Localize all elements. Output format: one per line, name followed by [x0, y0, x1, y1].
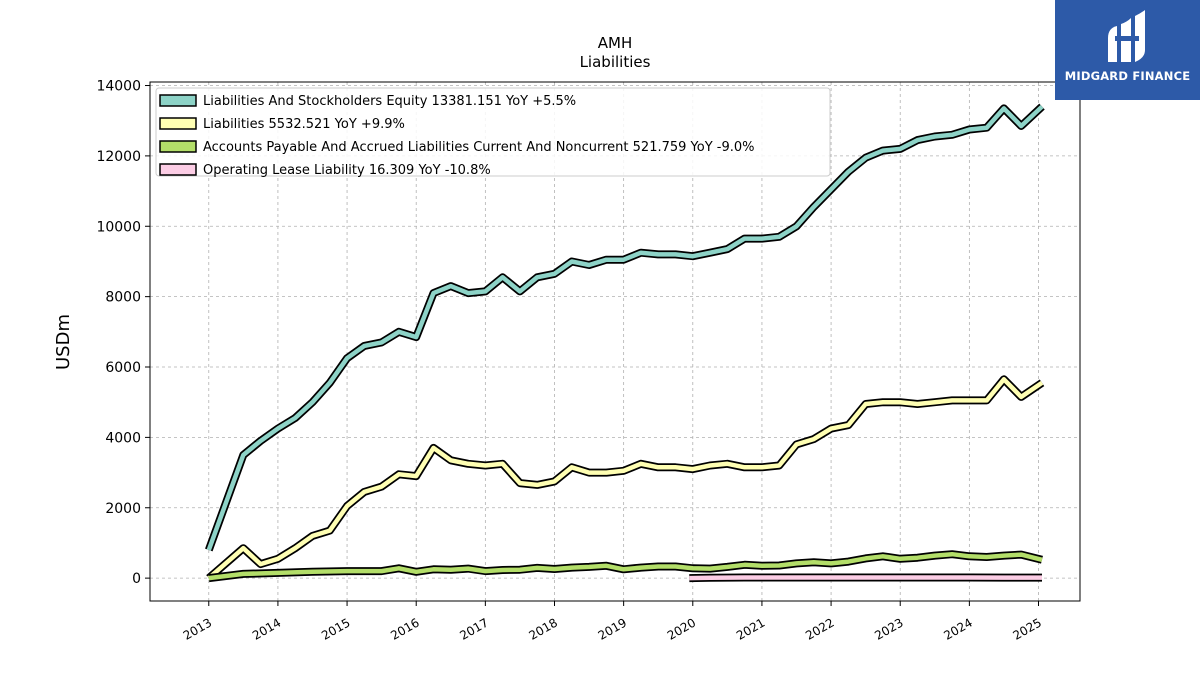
y-tick-label: 0 — [132, 571, 141, 587]
chart-subtitle: Liabilities — [580, 53, 651, 71]
series-3 — [689, 573, 1042, 583]
x-tick-label: 2019 — [596, 615, 629, 642]
x-tick-label: 2020 — [665, 615, 698, 642]
legend-swatch — [159, 140, 197, 153]
y-tick-label: 4000 — [105, 430, 141, 446]
legend-label: Liabilities And Stockholders Equity 1338… — [203, 94, 576, 109]
x-tick-label: 2024 — [941, 615, 974, 642]
y-axis-label: USDm — [53, 314, 74, 370]
legend-swatch — [159, 117, 197, 130]
y-tick-label: 2000 — [105, 501, 141, 517]
y-tick-label: 14000 — [96, 79, 141, 95]
x-tick-label: 2013 — [181, 615, 214, 642]
brand-logo: MIDGARD FINANCE — [1055, 0, 1200, 100]
legend: Liabilities And Stockholders Equity 1338… — [155, 87, 831, 178]
x-tick-label: 2023 — [872, 615, 905, 642]
y-tick-label: 6000 — [105, 360, 141, 376]
legend-box — [155, 87, 831, 177]
legend-swatch — [159, 94, 197, 107]
y-tick-label: 8000 — [105, 290, 141, 306]
logo-mark-icon — [1108, 10, 1145, 62]
series-0 — [205, 103, 1045, 552]
series-1 — [206, 375, 1045, 582]
series-line — [689, 575, 1042, 581]
x-tick-label: 2016 — [388, 615, 421, 642]
x-tick-label: 2021 — [734, 615, 767, 642]
x-tick-label: 2022 — [803, 615, 836, 642]
plot-frame — [149, 81, 1081, 602]
series-line — [207, 377, 1044, 580]
series-line-outline — [206, 375, 1045, 582]
y-tick-label: 12000 — [96, 149, 141, 165]
y-tick-label: 10000 — [96, 219, 141, 235]
legend-label: Accounts Payable And Accrued Liabilities… — [203, 140, 755, 155]
legend-label: Operating Lease Liability 16.309 YoY -10… — [203, 163, 491, 178]
series-line — [206, 104, 1044, 551]
x-tick-label: 2014 — [250, 615, 283, 642]
logo-text: MIDGARD FINANCE — [1064, 69, 1191, 83]
series-line — [208, 551, 1043, 581]
x-tick-label: 2025 — [1011, 615, 1044, 642]
legend-label: Liabilities 5532.521 YoY +9.9% — [203, 117, 405, 132]
x-tick-label: 2017 — [457, 615, 490, 642]
x-tick-label: 2018 — [527, 615, 560, 642]
chart-title: AMH — [598, 34, 632, 52]
series-layer — [205, 103, 1045, 583]
legend-swatch — [159, 163, 197, 176]
series-2 — [208, 550, 1043, 583]
x-tick-label: 2015 — [319, 615, 352, 642]
